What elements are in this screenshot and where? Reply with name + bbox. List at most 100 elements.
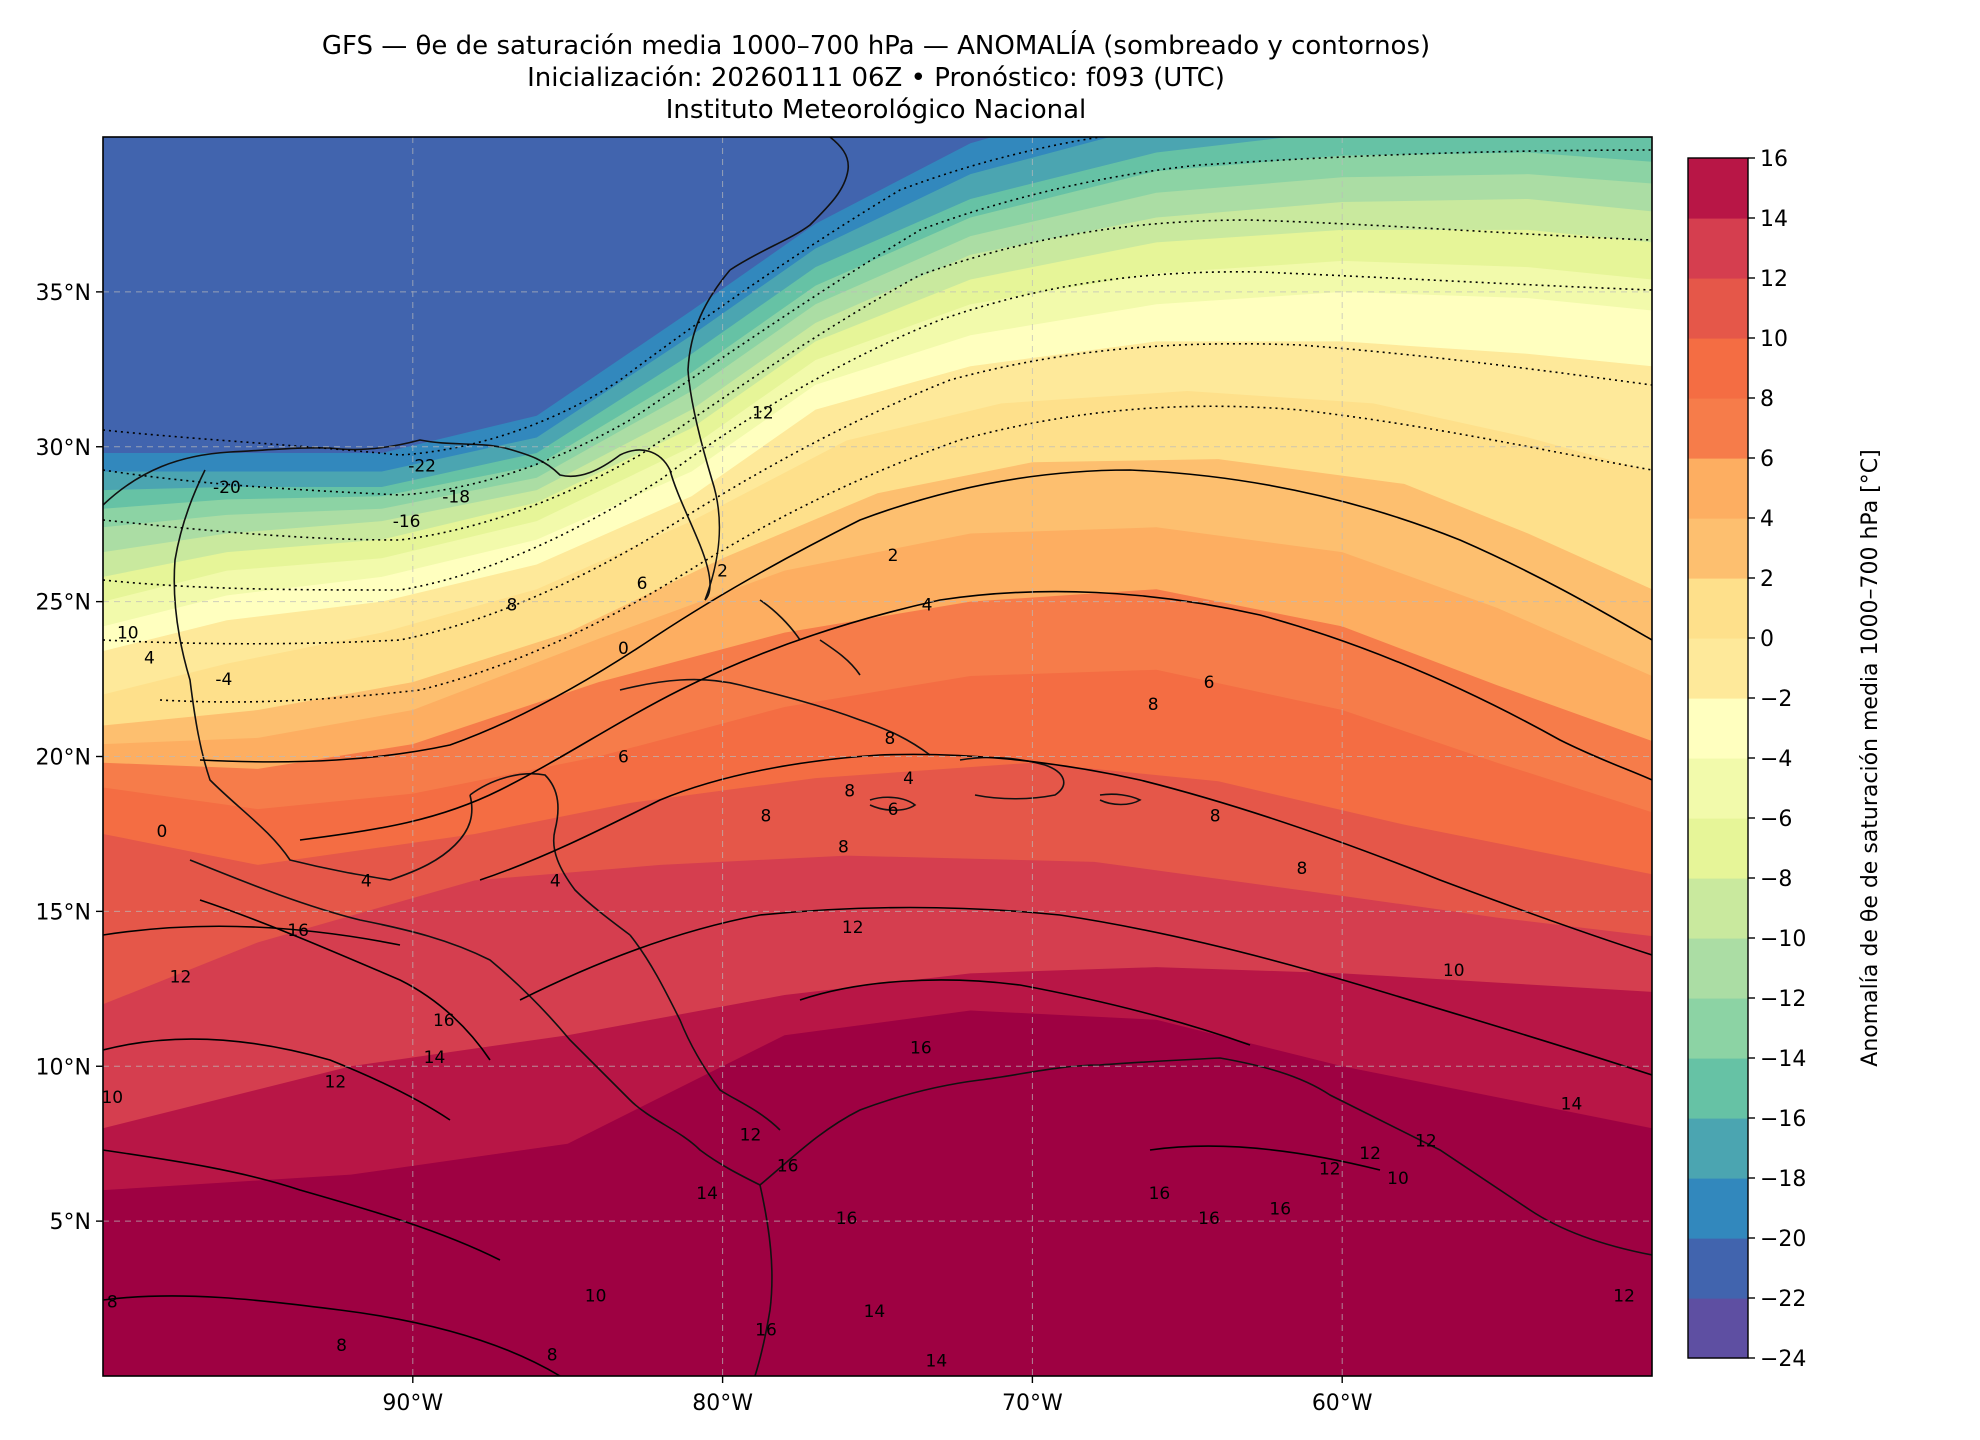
colorbar-segment [1688,278,1748,339]
colorbar-tick-label: 0 [1760,627,1774,652]
contour-label: -4 [215,670,232,690]
colorbar-tick-label: 14 [1760,207,1788,232]
contour-label: 4 [922,596,933,616]
coastline-bahamas [759,599,861,676]
colorbar-segment [1688,158,1748,219]
contour-label: -16 [393,512,421,532]
coastline-south-america-west [754,1184,773,1376]
contour-16-south [799,979,1381,1171]
colorbar-tick-label: 8 [1760,387,1774,412]
contour-label: -22 [408,456,436,476]
lat-tick-label: 10°N [36,1055,91,1080]
colorbar-tick-label: 10 [1760,327,1788,352]
colorbar-tick-label: −8 [1760,867,1792,892]
contour-label: 8 [761,806,772,826]
contour-4 [299,590,1652,841]
figure-title: GFS — θe de saturación media 1000–700 hP… [321,31,1431,61]
contour-16-north [199,899,491,1061]
coastline-florida-east [687,269,731,601]
contour-label: 10 [1387,1169,1409,1189]
contour-12 [103,906,1652,1076]
contour-neg-14 [103,219,1652,541]
contour-label: 14 [1561,1094,1583,1114]
contour-label: -20 [1818,212,1846,232]
coastline-central-america-pacific [189,859,761,1186]
contour-label: 6 [618,748,629,768]
contour-label: 6 [1204,673,1215,693]
colorbar-tick-label: 16 [1760,147,1788,172]
contour-label: 4 [361,871,372,891]
colorbar-segment [1688,638,1748,699]
contour-labels: -20-14-10-20-22-18-16128620-4104-2246886… [103,211,1850,1372]
coastline-south-america-north [759,1057,1652,1256]
contour-label: 14 [864,1302,886,1322]
lat-tick-label: 5°N [50,1210,91,1235]
colorbar-segment [1688,1178,1748,1239]
contour-label: -14 [1818,270,1846,290]
contour-label: 8 [507,596,518,616]
coastline-jamaica [869,796,917,812]
contour-label-box [1658,1180,1684,1200]
contour-label-box [1814,304,1850,324]
contour-label: 16 [433,1011,455,1031]
contour-label: 4 [144,648,155,668]
contour-label: 14 [696,1184,718,1204]
contour-label: 8 [1148,695,1159,715]
colorbar-segment [1688,578,1748,639]
contour-8 [479,753,1652,956]
contour-label: 16 [910,1039,932,1059]
contour-label: 10 [1443,961,1465,981]
lat-tick-label: 30°N [36,436,91,461]
colorbar-tick-label: −22 [1760,1287,1806,1312]
contour-label: -10 [1818,305,1846,325]
contour-neg-6 [103,342,1652,645]
colorbar-segment [1688,1238,1748,1299]
contour-label: 12 [740,1125,762,1145]
colorbar-label: Anomalía de θe de saturación media 1000–… [1858,449,1883,1066]
contour-8-pacific [103,1295,561,1376]
colorbar-segment [1688,518,1748,579]
lon-tick-label: 60°W [1312,1391,1373,1416]
contour-label-box [1814,211,1850,231]
contour-label: 12 [1359,1144,1381,1164]
contour-label: 6 [888,800,899,820]
anomaly-contours [103,137,1652,1376]
contour-label: 6 [637,574,648,594]
coastline-central-america-caribbean [629,934,781,1131]
lon-tick-label: 70°W [1002,1391,1063,1416]
contour-label: 16 [287,921,309,941]
contour-label: 12 [1415,1132,1437,1152]
contour-label: 16 [777,1156,799,1176]
colorbar-segment [1688,938,1748,999]
contour-label: 14 [926,1352,948,1372]
contour-label-box [1814,269,1850,289]
colorbar-tick-label: −18 [1760,1167,1806,1192]
coastline-texas-mexico [173,469,473,881]
contour-label: 16 [1269,1200,1291,1220]
colorbar: −24−22−20−18−16−14−12−10−8−6−4−202468101… [1687,147,1883,1372]
contour-label: 8 [884,729,895,749]
lat-tick-label: 35°N [36,281,91,306]
contour-label: 0 [618,639,629,659]
figure-subtitle-run: Inicialización: 20260111 06Z • Pronóstic… [527,63,1225,93]
contour-label: 8 [1297,859,1308,879]
contour-label: 16 [1149,1184,1171,1204]
contour-label: 10 [117,624,139,644]
lat-tick-label: 20°N [36,746,91,771]
colorbar-segment [1688,698,1748,759]
map-axes: 90°W 80°W 70°W 60°W35°N30°N25°N20°N15°N10°N… [36,281,1373,1416]
contour-label: 8 [336,1336,347,1356]
colorbar-segment [1688,398,1748,459]
contour-label: 12 [1319,1159,1341,1179]
colorbar-segment [1688,458,1748,519]
coastline-puerto-rico [1099,793,1142,806]
contour-label: 14 [424,1048,446,1068]
coastline-cuba [619,678,931,756]
colorbar-segment [1688,1118,1748,1179]
colorbar-segment [1688,818,1748,879]
colorbar-tick-label: −2 [1760,687,1792,712]
contour-neg-18 [103,149,1652,496]
colorbar-segment [1688,338,1748,399]
contour-label: -18 [442,487,470,507]
colorbar-tick-label: −16 [1760,1107,1806,1132]
